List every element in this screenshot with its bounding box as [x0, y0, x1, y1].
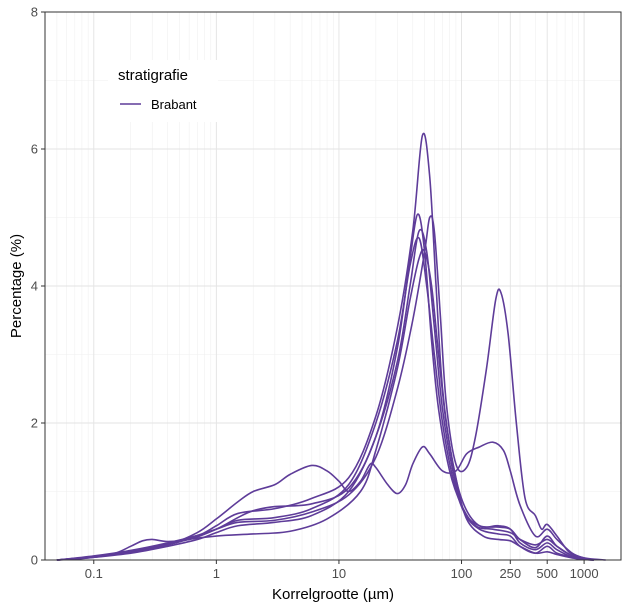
x-axis-ticks: 0.1 1 10 100 250 500 1000: [85, 560, 599, 581]
y-tick-label: 6: [31, 142, 38, 157]
x-axis-title: Korrelgrootte (µm): [272, 586, 394, 603]
x-tick-label: 1000: [570, 566, 599, 581]
y-tick-label: 4: [31, 279, 38, 294]
x-tick-label: 1: [213, 566, 220, 581]
series-line-4: [56, 213, 594, 561]
series-line-7: [56, 215, 606, 561]
legend: stratigrafie Brabant: [108, 60, 218, 122]
y-tick-label: 8: [31, 5, 38, 20]
y-axis-ticks: 0 2 4 6 8: [31, 5, 45, 568]
y-tick-label: 2: [31, 416, 38, 431]
y-axis-title: Percentage (%): [8, 234, 25, 338]
x-tick-label: 500: [536, 566, 558, 581]
series-line-6: [56, 441, 594, 561]
legend-title: stratigrafie: [118, 67, 188, 84]
x-tick-label: 0.1: [85, 566, 103, 581]
series-line-5: [56, 132, 594, 561]
legend-background: [108, 60, 218, 122]
y-tick-label: 0: [31, 553, 38, 568]
legend-label-brabant: Brabant: [151, 97, 197, 112]
series-layer: [56, 132, 606, 561]
series-line-2: [56, 228, 594, 561]
x-tick-label: 100: [451, 566, 473, 581]
x-tick-label: 250: [499, 566, 521, 581]
x-tick-label: 10: [332, 566, 346, 581]
